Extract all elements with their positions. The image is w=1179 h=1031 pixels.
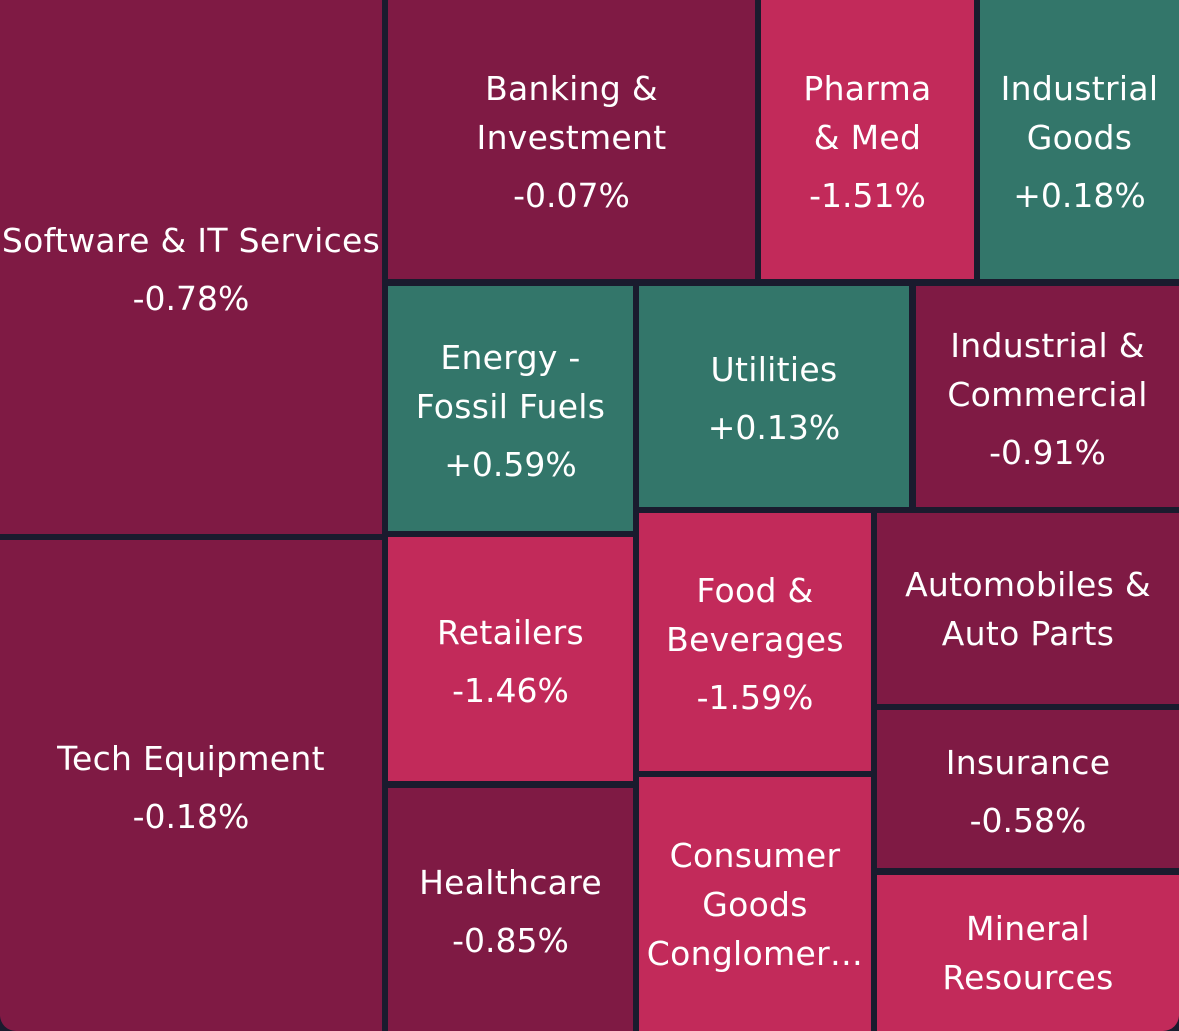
sector-change: -0.78% <box>132 278 250 318</box>
sector-change: -0.58% <box>969 800 1087 840</box>
sector-change: -1.51% <box>809 175 926 215</box>
sector-tile-energy-fossil-fuels[interactable]: Energy - Fossil Fuels +0.59% <box>388 286 633 531</box>
sector-tile-automobiles-auto-parts[interactable]: Automobiles & Auto Parts <box>877 513 1179 704</box>
sector-name: Healthcare <box>419 863 602 902</box>
sector-name: Insurance <box>945 742 1111 782</box>
sector-tile-banking-investment[interactable]: Banking & Investment -0.07% <box>388 0 755 279</box>
sector-tile-insurance[interactable]: Insurance -0.58% <box>877 710 1179 868</box>
sector-name: Retailers <box>436 612 584 652</box>
sector-change: -0.85% <box>452 921 569 960</box>
sector-change: +0.59% <box>444 444 577 484</box>
sector-change: +0.13% <box>707 408 841 447</box>
sector-tile-tech-equipment[interactable]: Tech Equipment -0.18% <box>0 540 382 1031</box>
sector-name: Energy - Fossil Fuels <box>415 337 606 426</box>
sector-name: Banking & Investment <box>476 68 667 157</box>
sector-tile-industrial-goods[interactable]: Industrial Goods +0.18% <box>980 0 1179 279</box>
sector-change: +0.18% <box>1013 175 1146 215</box>
sector-name: Food & Beverages <box>666 571 844 659</box>
sector-name: Automobiles & Auto Parts <box>905 564 1151 653</box>
sector-change: -0.18% <box>132 797 250 836</box>
sector-change: -1.46% <box>452 670 569 710</box>
sector-tile-software-it-services[interactable]: Software & IT Services -0.78% <box>0 0 382 534</box>
sector-tile-consumer-goods-conglomerates[interactable]: Consumer Goods Conglomer… <box>639 777 871 1031</box>
sector-change: -0.07% <box>513 175 630 215</box>
sector-tile-healthcare[interactable]: Healthcare -0.85% <box>388 788 633 1031</box>
sector-tile-utilities[interactable]: Utilities +0.13% <box>639 286 909 507</box>
sector-tile-mineral-resources[interactable]: Mineral Resources <box>877 875 1179 1031</box>
sector-name: Industrial & Commercial <box>947 325 1148 414</box>
sector-tile-food-beverages[interactable]: Food & Beverages -1.59% <box>639 513 871 771</box>
sector-name: Pharma & Med <box>803 68 932 157</box>
sector-name: Industrial Goods <box>1000 68 1159 157</box>
sector-tile-industrial-commercial[interactable]: Industrial & Commercial -0.91% <box>916 286 1179 507</box>
sector-tile-pharma-med[interactable]: Pharma & Med -1.51% <box>761 0 974 279</box>
sector-name: Tech Equipment <box>57 739 325 778</box>
sector-change: -0.91% <box>989 432 1106 472</box>
sector-name: Mineral Resources <box>942 909 1114 997</box>
sector-name: Consumer Goods Conglomer… <box>646 835 864 973</box>
sector-name: Utilities <box>710 350 838 389</box>
sector-name: Software & IT Services <box>1 220 381 260</box>
sector-change: -1.59% <box>696 678 814 717</box>
sector-tile-retailers[interactable]: Retailers -1.46% <box>388 537 633 781</box>
